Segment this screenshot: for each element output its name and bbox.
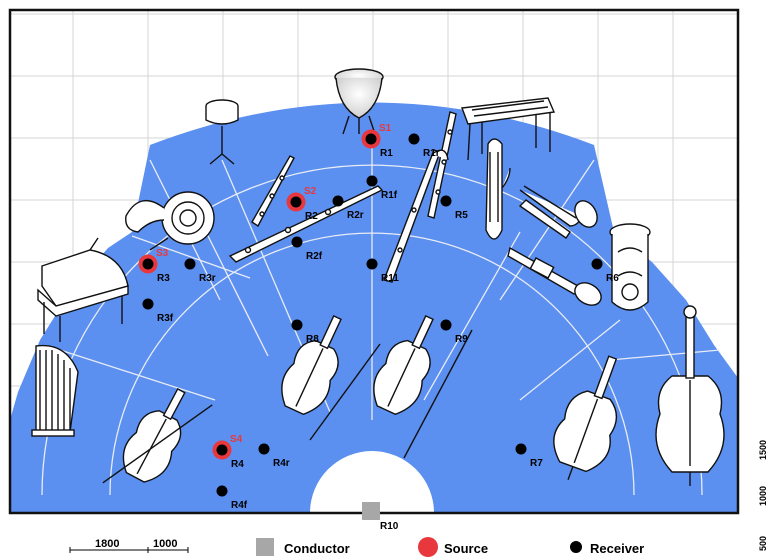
receiver-marker-r7	[515, 443, 527, 455]
receiver-marker-r5	[440, 195, 452, 207]
side-axis-label-1000: 1000	[758, 486, 768, 506]
double-bass-icon	[655, 305, 725, 486]
conductor-marker	[362, 502, 380, 520]
conductor-podium-area	[310, 451, 434, 513]
clarinet-icon	[251, 155, 295, 228]
vibraphone-icon	[461, 97, 556, 161]
harp-icon	[31, 344, 79, 437]
legend-source-label: Source	[444, 541, 488, 556]
source-label-s1: S1	[379, 123, 392, 134]
receiver-label-r3f: R3f	[157, 313, 174, 324]
side-axis-label-500: 500	[758, 536, 768, 551]
receiver-label-r4f: R4f	[231, 500, 248, 511]
legend: Conductor Source Receiver	[256, 537, 644, 557]
receiver-label-r6: R6	[606, 273, 619, 284]
trumpet-icon	[507, 246, 602, 306]
grand-piano-icon	[37, 237, 129, 342]
violin-bow-icon	[309, 329, 473, 459]
stage-radial-line	[205, 231, 269, 357]
receiver-marker-r2r	[332, 195, 344, 207]
bassoon-icon	[383, 149, 449, 283]
receiver-marker-r8	[291, 319, 303, 331]
french-horn-icon	[125, 191, 215, 251]
receiver-marker-r1	[365, 133, 377, 145]
stage-radial-line	[609, 349, 721, 361]
source-label-s2: S2	[304, 186, 317, 197]
source-label-s4: S4	[230, 434, 243, 445]
receiver-marker-r2f	[291, 236, 303, 248]
oboe-icon	[228, 185, 384, 263]
receiver-marker-r3	[142, 258, 154, 270]
scale-label-b: 1000	[153, 538, 177, 550]
tuba-icon	[609, 223, 651, 311]
receiver-marker-r1f	[366, 175, 378, 187]
receiver-label-r1: R1	[380, 148, 393, 159]
receiver-label-r7: R7	[530, 458, 543, 469]
bass-clarinet-icon	[485, 138, 511, 240]
receiver-marker-r4f	[216, 485, 228, 497]
cello-icon	[553, 355, 618, 481]
scale-bar: 1800 1000	[69, 538, 189, 553]
stage-area	[10, 102, 738, 513]
receiver-marker-r1r	[408, 133, 420, 145]
legend-receiver-label: Receiver	[590, 541, 644, 556]
receiver-marker-r3r	[184, 258, 196, 270]
receiver-marker-r9	[440, 319, 452, 331]
receiver-marker-r4r	[258, 443, 270, 455]
violin-icon	[102, 387, 213, 484]
legend-source-swatch	[418, 537, 438, 557]
receiver-label-r1r: R1r	[423, 148, 440, 159]
source-label-s3: S3	[156, 248, 169, 259]
receiver-label-r2: R2	[305, 211, 318, 222]
flute-icon	[427, 111, 457, 219]
receiver-label-r3: R3	[157, 273, 170, 284]
receiver-label-r1f: R1f	[381, 190, 398, 201]
stage-radial-line	[423, 231, 521, 401]
receiver-marker-r4	[216, 444, 228, 456]
viola-icon	[281, 315, 342, 416]
legend-receiver-swatch	[570, 541, 582, 553]
stage-radial-line	[519, 319, 621, 401]
trombone-icon	[518, 185, 598, 239]
stage-radial-line	[131, 235, 251, 279]
timpani-icon	[334, 68, 384, 135]
stage-section-lines	[41, 140, 721, 496]
receiver-label-r10: R10	[380, 521, 399, 532]
receiver-marker-r3f	[142, 298, 154, 310]
marker-layer: S1 S2 S3 S4 R1 R1r R1f R2 R2r R2f R3 R3r R3f R4 R4r R4f…	[138, 123, 619, 532]
receiver-label-r8: R8	[306, 334, 319, 345]
receiver-label-r2r: R2r	[347, 210, 364, 221]
legend-conductor-label: Conductor	[284, 541, 350, 556]
receiver-marker-r6	[591, 258, 603, 270]
receiver-label-r2f: R2f	[306, 251, 323, 262]
receiver-label-r11: R11	[381, 273, 399, 284]
receiver-label-r3r: R3r	[199, 273, 216, 284]
receiver-label-r5: R5	[455, 210, 468, 221]
receiver-marker-r2	[290, 196, 302, 208]
stage-radial-line	[59, 349, 216, 401]
legend-conductor-swatch	[256, 538, 274, 556]
receiver-marker-r11	[366, 258, 378, 270]
side-axis-label-1500: 1500	[758, 440, 768, 460]
side-axis-labels: 500 1000 1500	[758, 440, 768, 551]
violin-icon	[373, 315, 434, 416]
stage-radial-line	[499, 159, 595, 301]
receiver-label-r9: R9	[455, 334, 468, 345]
receiver-label-r4r: R4r	[273, 458, 290, 469]
scale-label-a: 1800	[95, 538, 119, 550]
receiver-label-r4: R4	[231, 459, 244, 470]
snare-drum-icon	[205, 99, 239, 165]
